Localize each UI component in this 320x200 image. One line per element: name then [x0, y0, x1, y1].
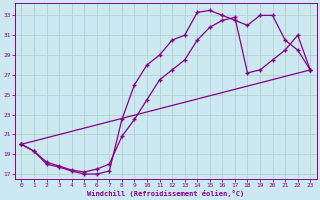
X-axis label: Windchill (Refroidissement éolien,°C): Windchill (Refroidissement éolien,°C) — [87, 190, 244, 197]
